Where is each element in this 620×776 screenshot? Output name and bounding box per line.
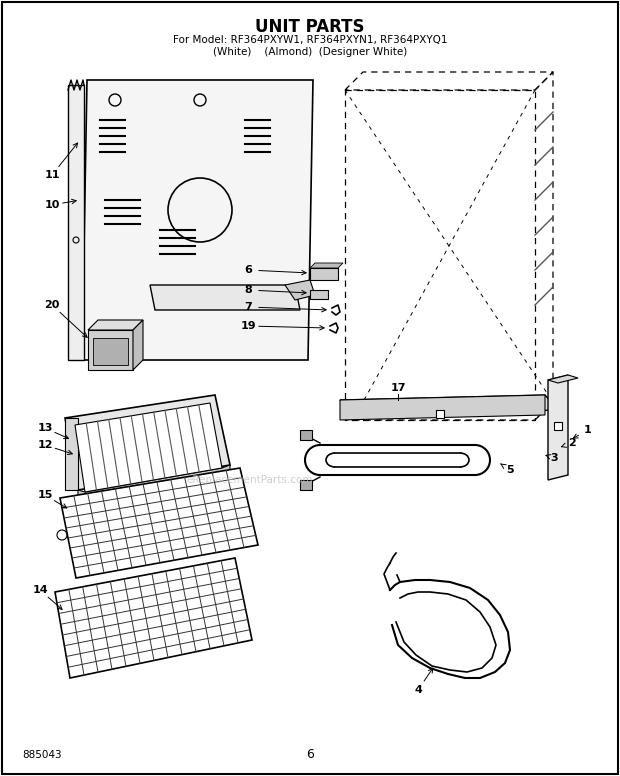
Polygon shape <box>340 395 558 415</box>
Polygon shape <box>88 330 133 370</box>
Text: 3: 3 <box>550 453 558 463</box>
Text: 2: 2 <box>568 438 576 448</box>
Text: 5: 5 <box>506 465 514 475</box>
Polygon shape <box>93 338 128 365</box>
Polygon shape <box>88 320 143 330</box>
Bar <box>436 410 444 418</box>
Polygon shape <box>75 403 222 492</box>
Text: 13: 13 <box>37 423 53 433</box>
Text: 6: 6 <box>306 749 314 761</box>
Bar <box>310 268 338 280</box>
Polygon shape <box>548 375 578 383</box>
Text: 15: 15 <box>37 490 53 500</box>
Text: 17: 17 <box>390 383 405 393</box>
Text: 10: 10 <box>44 200 60 210</box>
Text: 8: 8 <box>244 285 252 295</box>
Polygon shape <box>55 558 252 678</box>
Polygon shape <box>60 468 258 578</box>
Text: 4: 4 <box>414 685 422 695</box>
Text: 885043: 885043 <box>22 750 61 760</box>
Polygon shape <box>310 263 343 268</box>
Polygon shape <box>68 85 84 360</box>
Text: For Model: RF364PXYW1, RF364PXYN1, RF364PXYQ1: For Model: RF364PXYW1, RF364PXYN1, RF364… <box>173 35 447 45</box>
Polygon shape <box>65 395 230 490</box>
Text: 20: 20 <box>44 300 60 310</box>
Polygon shape <box>133 320 143 370</box>
Bar <box>300 430 312 440</box>
Polygon shape <box>82 80 313 360</box>
Text: 11: 11 <box>44 170 60 180</box>
Text: 12: 12 <box>37 440 53 450</box>
Text: 7: 7 <box>244 302 252 312</box>
Text: eReplacementParts.com: eReplacementParts.com <box>187 475 313 485</box>
Text: (White)    (Almond)  (Designer White): (White) (Almond) (Designer White) <box>213 47 407 57</box>
Bar <box>554 422 562 430</box>
Text: 19: 19 <box>240 321 256 331</box>
Polygon shape <box>150 285 300 310</box>
Text: 1: 1 <box>584 425 592 435</box>
Polygon shape <box>285 280 315 300</box>
Polygon shape <box>78 465 230 505</box>
Polygon shape <box>340 395 545 420</box>
Text: UNIT PARTS: UNIT PARTS <box>255 18 365 36</box>
Polygon shape <box>65 418 78 490</box>
Text: 14: 14 <box>32 585 48 595</box>
Bar <box>310 290 328 299</box>
Polygon shape <box>548 375 568 480</box>
Bar <box>300 480 312 490</box>
Text: 6: 6 <box>244 265 252 275</box>
